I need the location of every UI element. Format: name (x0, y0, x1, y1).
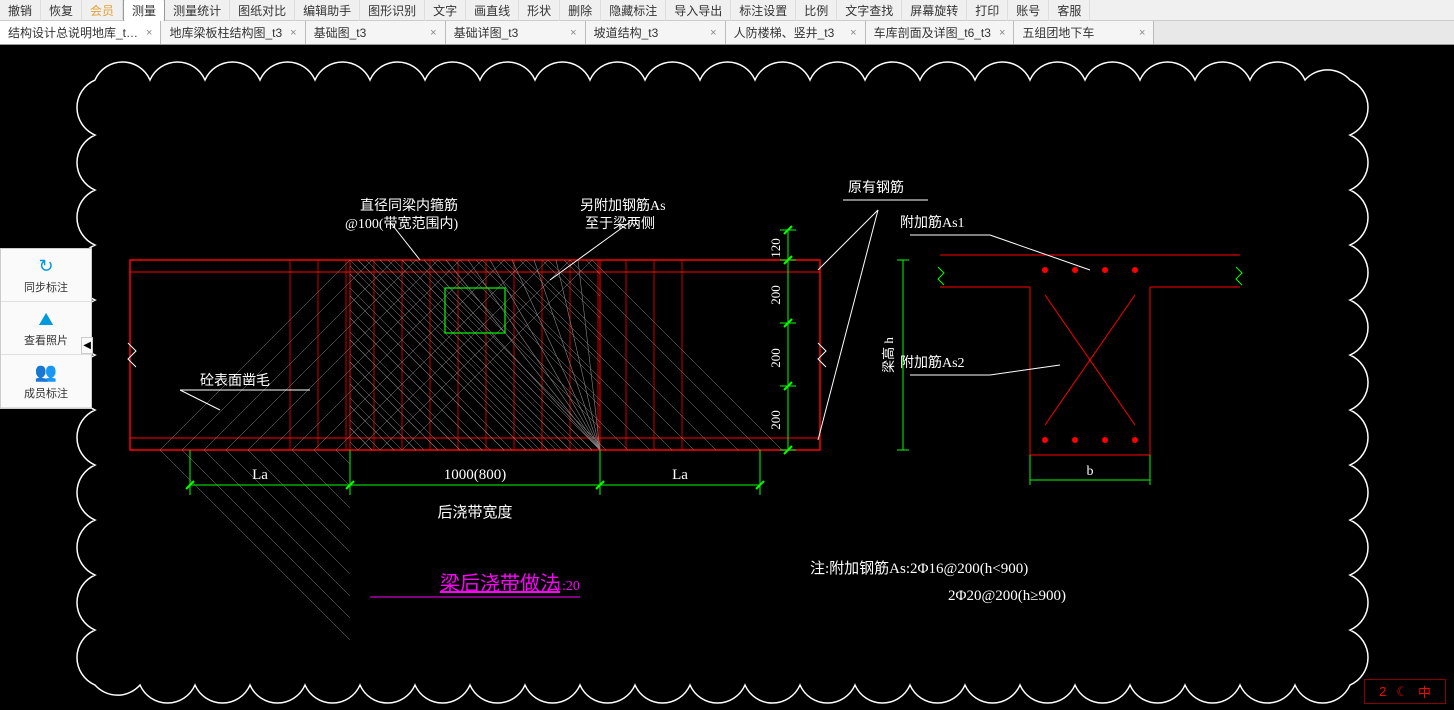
svg-text:另附加钢筋As: 另附加钢筋As (580, 197, 666, 214)
close-icon[interactable]: × (430, 27, 436, 39)
toolbar-撤销[interactable]: 撤销 (0, 0, 41, 21)
toolbar-隐藏标注[interactable]: 隐藏标注 (601, 0, 666, 21)
side-label: 成员标注 (24, 385, 68, 401)
svg-text:附加筋As1: 附加筋As1 (900, 214, 965, 231)
side-icon: ↻ (32, 255, 60, 277)
svg-text:200: 200 (768, 285, 783, 305)
side-toolbar: ↻ 同步标注 ⛰ 查看照片 👥 成员标注 ◀ (0, 248, 92, 409)
svg-text:原有钢筋: 原有钢筋 (848, 179, 904, 196)
toolbar-删除[interactable]: 删除 (560, 0, 601, 21)
status-moon-icon: ☾ (1396, 684, 1408, 700)
svg-text:200: 200 (768, 410, 783, 430)
close-icon[interactable]: × (850, 27, 856, 39)
close-icon[interactable]: × (146, 27, 152, 39)
svg-text:La: La (672, 467, 688, 483)
toolbar-画直线[interactable]: 画直线 (466, 0, 519, 21)
tab-label: 地库梁板柱结构图_t3 (169, 24, 282, 41)
svg-text:La: La (252, 467, 268, 483)
status-indicator: 2 ☾ 中 (1364, 679, 1446, 704)
toolbar-形状[interactable]: 形状 (519, 0, 560, 21)
note-line-1: 注:附加钢筋As:2Φ16@200(h<900) (810, 560, 1028, 577)
toolbar-文字查找[interactable]: 文字查找 (837, 0, 902, 21)
side-label: 同步标注 (24, 279, 68, 295)
svg-text:b: b (1087, 464, 1094, 479)
tab-label: 车库剖面及详图_t6_t3 (874, 24, 991, 41)
close-icon[interactable]: × (290, 27, 296, 39)
tab[interactable]: 人防楼梯、竖井_t3 × (726, 21, 866, 44)
tab[interactable]: 基础图_t3 × (306, 21, 446, 44)
tab[interactable]: 基础详图_t3 × (446, 21, 586, 44)
tab-label: 人防楼梯、竖井_t3 (734, 24, 835, 41)
collapse-icon[interactable]: ◀ (81, 337, 93, 354)
tab-label: 五组团地下车 (1022, 24, 1094, 41)
side-icon: ⛰ (32, 308, 60, 330)
main-toolbar: 撤销恢复会员测量测量统计图纸对比编辑助手图形识别文字画直线形状删除隐藏标注导入导… (0, 0, 1454, 21)
svg-text:后浇带宽度: 后浇带宽度 (437, 504, 512, 521)
tab-label: 结构设计总说明地库_t… (8, 24, 138, 41)
svg-text:砼表面凿毛: 砼表面凿毛 (200, 373, 270, 389)
close-icon[interactable]: × (1139, 27, 1145, 39)
tab[interactable]: 地库梁板柱结构图_t3 × (161, 21, 305, 44)
toolbar-恢复[interactable]: 恢复 (41, 0, 82, 21)
note-line-2: 2Φ20@200(h≥900) (948, 588, 1066, 604)
side-item[interactable]: ↻ 同步标注 (1, 249, 91, 302)
status-value: 2 (1379, 684, 1386, 699)
svg-text:1:20: 1:20 (555, 579, 580, 594)
toolbar-图形识别[interactable]: 图形识别 (360, 0, 425, 21)
side-item[interactable]: 👥 成员标注 (1, 355, 91, 408)
toolbar-编辑助手[interactable]: 编辑助手 (295, 0, 360, 21)
toolbar-测量[interactable]: 测量 (123, 0, 165, 22)
svg-text:@100(带宽范围内): @100(带宽范围内) (345, 215, 459, 232)
tab-label: 基础图_t3 (314, 24, 367, 41)
svg-text:直径同梁内箍筋: 直径同梁内箍筋 (360, 197, 458, 214)
toolbar-账号[interactable]: 账号 (1008, 0, 1049, 21)
canvas-area[interactable]: ↻ 同步标注 ⛰ 查看照片 👥 成员标注 ◀ La 1000(800) La 后浇带宽度 120 20… (0, 45, 1454, 710)
toolbar-比例[interactable]: 比例 (796, 0, 837, 21)
close-icon[interactable]: × (570, 27, 576, 39)
tab-label: 基础详图_t3 (454, 24, 519, 41)
status-ime: 中 (1418, 682, 1431, 701)
tab-label: 坡道结构_t3 (594, 24, 659, 41)
side-item[interactable]: ⛰ 查看照片 (1, 302, 91, 355)
close-icon[interactable]: × (999, 27, 1005, 39)
toolbar-图纸对比[interactable]: 图纸对比 (230, 0, 295, 21)
toolbar-标注设置[interactable]: 标注设置 (731, 0, 796, 21)
tab[interactable]: 车库剖面及详图_t6_t3 × (866, 21, 1015, 44)
tab[interactable]: 结构设计总说明地库_t… × (0, 21, 161, 44)
toolbar-打印[interactable]: 打印 (967, 0, 1008, 21)
toolbar-客服[interactable]: 客服 (1049, 0, 1090, 21)
cad-drawing[interactable]: La 1000(800) La 后浇带宽度 120 200 200 200 梁高 h 直径同梁内箍… (0, 45, 1454, 710)
svg-text:梁高 h: 梁高 h (881, 337, 896, 373)
toolbar-测量统计[interactable]: 测量统计 (165, 0, 230, 21)
revision-cloud (77, 62, 1368, 703)
side-icon: 👥 (32, 361, 60, 383)
close-icon[interactable]: × (710, 27, 716, 39)
side-label: 查看照片 (24, 332, 68, 348)
tab[interactable]: 坡道结构_t3 × (586, 21, 726, 44)
toolbar-文字[interactable]: 文字 (425, 0, 466, 21)
drawing-title: 梁后浇带做法 (440, 572, 560, 595)
svg-text:120: 120 (768, 238, 783, 258)
svg-text:1000(800): 1000(800) (444, 467, 507, 483)
svg-text:附加筋As2: 附加筋As2 (900, 354, 965, 371)
toolbar-会员[interactable]: 会员 (82, 0, 123, 21)
toolbar-导入导出[interactable]: 导入导出 (666, 0, 731, 21)
document-tabs: 结构设计总说明地库_t… × 地库梁板柱结构图_t3 × 基础图_t3 × 基础详图_t3 ×… (0, 21, 1454, 45)
tab[interactable]: 五组团地下车 × (1014, 21, 1154, 44)
svg-text:至于梁两侧: 至于梁两侧 (585, 216, 655, 232)
svg-text:200: 200 (768, 348, 783, 368)
toolbar-屏幕旋转[interactable]: 屏幕旋转 (902, 0, 967, 21)
